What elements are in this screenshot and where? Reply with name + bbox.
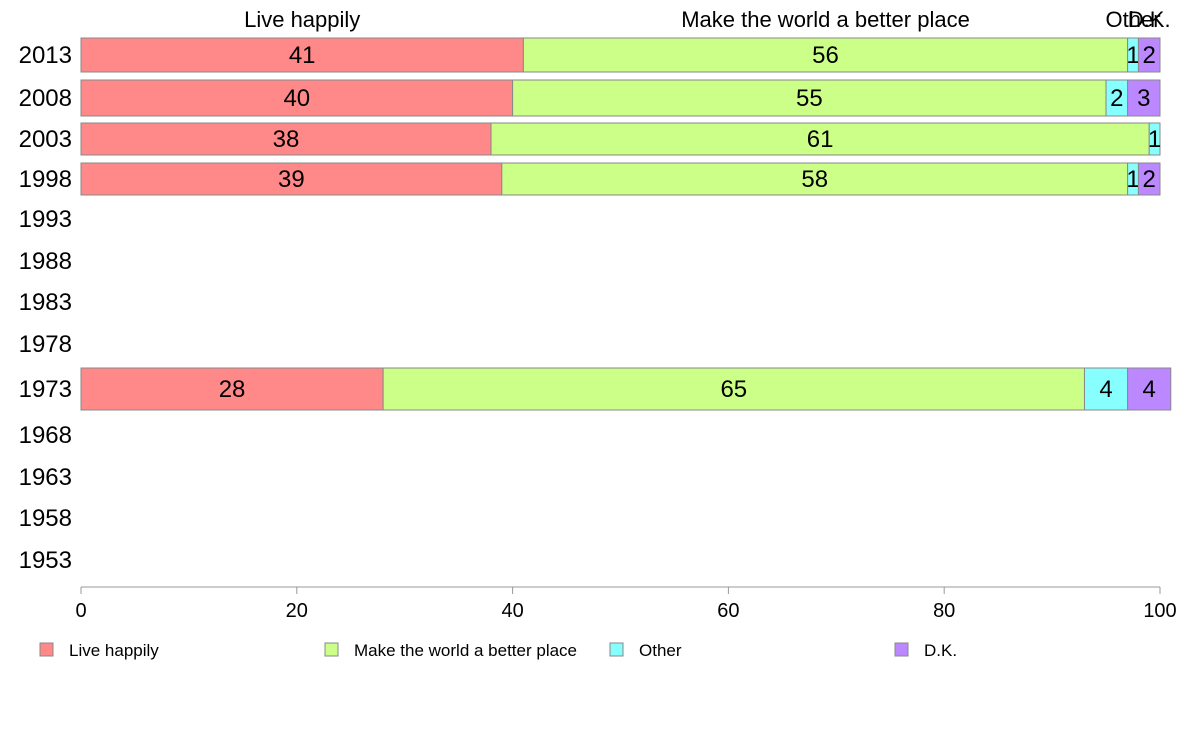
bar-2013-live-happily (80, 37, 524, 73)
top-labels: Live happily Make the world a better plac… (244, 7, 1171, 32)
x-tick-label-100: 100 (1143, 600, 1176, 622)
top-label-make-the-world-a-better-place: Make the world a better place (681, 7, 970, 32)
data-label-2003-make-the-world-a-better-place: 61 (807, 126, 834, 153)
data-label-1998-other: 1 (1126, 166, 1139, 193)
data-label-2003-other: 1 (1148, 126, 1161, 153)
data-label-1973-d-k: 4 (1143, 376, 1156, 403)
category-label-1963: 1963 (19, 464, 72, 491)
category-label-1988: 1988 (19, 248, 72, 275)
bar-2003-make-the-world-a-better-place (490, 122, 1150, 156)
bar-2013-d-k (1137, 37, 1161, 73)
top-label-d-k: D.K. (1128, 7, 1171, 32)
data-label-2008-make-the-world-a-better-place: 55 (796, 85, 823, 112)
category-label-1978: 1978 (19, 331, 72, 358)
legend-label-d-k: D.K. (924, 641, 957, 660)
legend: Live happily Make the world a better plac… (39, 641, 957, 660)
data-label-2008-other: 2 (1110, 85, 1123, 112)
x-tick-label-20: 20 (286, 600, 308, 622)
data-label-2013-live-happily: 41 (289, 42, 316, 69)
x-axis: 0 20 40 60 80 100 (75, 586, 1177, 622)
top-label-live-happily: Live happily (244, 7, 360, 32)
bar-1973-live-happily (80, 367, 384, 411)
data-label-1998-make-the-world-a-better-place: 58 (801, 166, 828, 193)
category-label-2008: 2008 (19, 85, 72, 112)
legend-label-make-the-world-a-better-place: Make the world a better place (354, 641, 577, 660)
category-label-1958: 1958 (19, 505, 72, 532)
legend-swatch-make-the-world-a-better-place (324, 642, 339, 657)
legend-swatch-live-happily (39, 642, 54, 657)
legend-swatch-other (609, 642, 624, 657)
category-label-1993: 1993 (19, 206, 72, 233)
category-label-1953: 1953 (19, 547, 72, 574)
legend-label-live-happily: Live happily (69, 641, 159, 660)
bar-1973-d-k (1127, 367, 1172, 411)
bar-2008-live-happily (80, 79, 514, 117)
x-tick-label-80: 80 (933, 600, 955, 622)
data-label-1973-other: 4 (1099, 376, 1112, 403)
x-tick-label-40: 40 (501, 600, 523, 622)
category-label-2003: 2003 (19, 126, 72, 153)
bar-1998-live-happily (80, 162, 503, 196)
legend-swatch-d-k (894, 642, 909, 657)
category-label-2013: 2013 (19, 42, 72, 69)
data-label-2013-other: 1 (1126, 42, 1139, 69)
legend-label-other: Other (639, 641, 682, 660)
data-label-2008-live-happily: 40 (283, 85, 310, 112)
bar-2003-live-happily (80, 122, 492, 156)
category-label-1973: 1973 (19, 376, 72, 403)
x-tick-label-0: 0 (75, 600, 86, 622)
bar-1998-d-k (1137, 162, 1161, 196)
category-label-1998: 1998 (19, 166, 72, 193)
bar-2008-d-k (1127, 79, 1161, 117)
data-label-2003-live-happily: 38 (273, 126, 300, 153)
data-label-1998-d-k: 2 (1143, 166, 1156, 193)
bars: 41 56 1 240 55 2 338 61 139 58 1 228 65 4 4 (80, 37, 1172, 411)
data-label-2013-make-the-world-a-better-place: 56 (812, 42, 839, 69)
category-label-1983: 1983 (19, 289, 72, 316)
bar-1973-make-the-world-a-better-place (382, 367, 1085, 411)
data-label-2008-d-k: 3 (1137, 85, 1150, 112)
bar-2013-make-the-world-a-better-place (522, 37, 1129, 73)
x-tick-label-60: 60 (717, 600, 739, 622)
year-labels: 2013 2008 2003 1998 1993 1988 1983 1978 1973 1968… (19, 42, 72, 574)
top-label-other: Other (1106, 7, 1161, 32)
data-label-1998-live-happily: 39 (278, 166, 305, 193)
bar-2008-make-the-world-a-better-place (512, 79, 1107, 117)
data-label-1973-live-happily: 28 (219, 376, 246, 403)
bar-2003-other (1148, 122, 1161, 156)
category-label-1968: 1968 (19, 422, 72, 449)
data-label-1973-make-the-world-a-better-place: 65 (720, 376, 747, 403)
data-label-2013-d-k: 2 (1143, 42, 1156, 69)
